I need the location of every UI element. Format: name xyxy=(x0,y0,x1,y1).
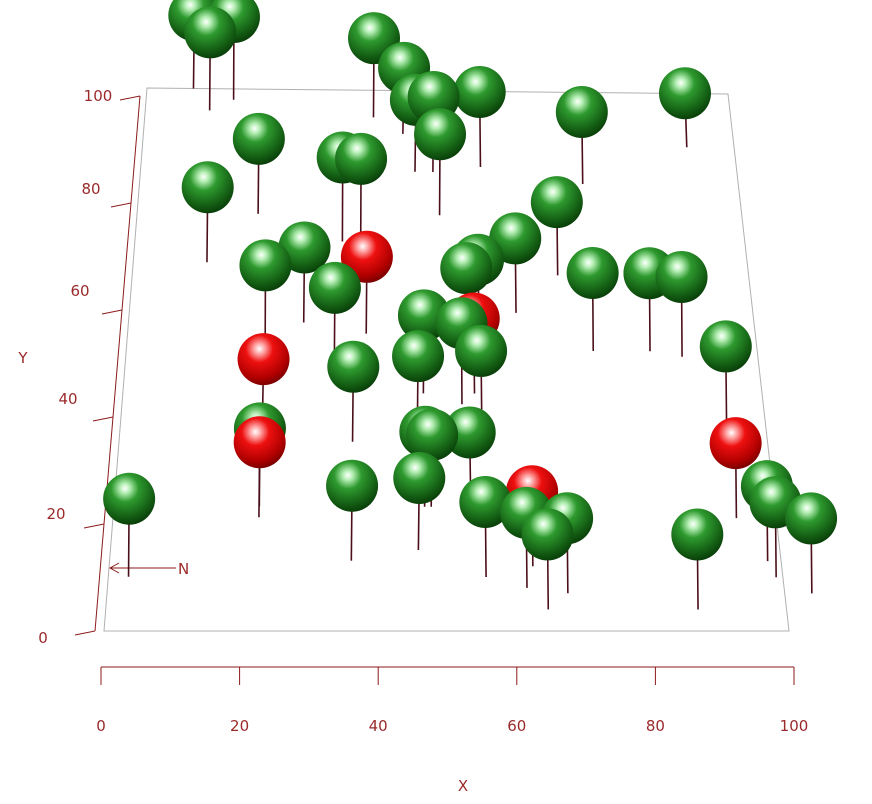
x-tick-label: 20 xyxy=(230,717,249,735)
point-sphere xyxy=(671,508,724,561)
y-tick xyxy=(74,630,96,636)
point-sphere xyxy=(239,239,292,292)
y-tick-label: 60 xyxy=(70,282,89,300)
y-tick-label: 40 xyxy=(58,390,77,408)
floor-outline xyxy=(103,87,790,632)
y-tick-label: 100 xyxy=(84,87,113,105)
point-sphere xyxy=(406,408,459,461)
x-tick-label: 0 xyxy=(96,717,106,735)
point-sphere xyxy=(326,459,379,512)
point-sphere xyxy=(455,324,508,377)
point-sphere xyxy=(103,472,156,525)
point-sphere xyxy=(181,161,234,214)
north-label: N xyxy=(178,560,189,578)
highlighted-point-sphere xyxy=(340,230,393,283)
y-tick-label: 0 xyxy=(38,629,48,647)
point-sphere xyxy=(414,108,467,161)
x-tick-label: 60 xyxy=(507,717,526,735)
x-axis-title: X xyxy=(458,777,468,795)
point-sphere xyxy=(658,67,711,120)
point-sphere xyxy=(521,508,574,561)
point-sphere xyxy=(443,406,496,459)
point-sphere xyxy=(393,451,446,504)
y-axis-line xyxy=(94,95,141,632)
point-sphere xyxy=(440,242,493,295)
point-sphere xyxy=(566,246,619,299)
point-sphere xyxy=(530,176,583,229)
point-sphere xyxy=(459,476,512,529)
point-sphere xyxy=(327,340,380,393)
point-sphere xyxy=(232,112,285,165)
highlighted-point-sphere xyxy=(709,417,762,470)
point-sphere xyxy=(555,85,608,138)
bounding-box xyxy=(103,87,790,632)
y-tick xyxy=(110,202,132,208)
point-sphere xyxy=(392,330,445,383)
y-tick-label: 80 xyxy=(81,180,100,198)
y-tick xyxy=(101,309,123,315)
spheres xyxy=(103,0,838,561)
x-tick-label: 100 xyxy=(780,717,809,735)
point-sphere xyxy=(655,250,708,303)
north-arrow-head xyxy=(108,562,120,574)
y-tick xyxy=(119,95,141,101)
y-tick xyxy=(83,523,105,529)
y-tick xyxy=(92,416,114,422)
axes: 0 20 40 60 80 100 0 20 40 60 80 100 xyxy=(38,87,808,735)
x-tick-label: 40 xyxy=(369,717,388,735)
point-sphere xyxy=(699,320,752,373)
point-sphere xyxy=(335,132,388,185)
y-tick-label: 20 xyxy=(46,505,65,523)
point-sphere xyxy=(278,221,331,274)
highlighted-point-sphere xyxy=(233,416,286,469)
point-sphere xyxy=(785,492,838,545)
point-sphere xyxy=(453,65,506,118)
point-sphere xyxy=(184,6,237,59)
highlighted-point-sphere xyxy=(237,333,290,386)
y-axis-title: Y xyxy=(17,349,28,367)
point-sphere xyxy=(308,261,361,314)
x-tick-label: 80 xyxy=(646,717,665,735)
